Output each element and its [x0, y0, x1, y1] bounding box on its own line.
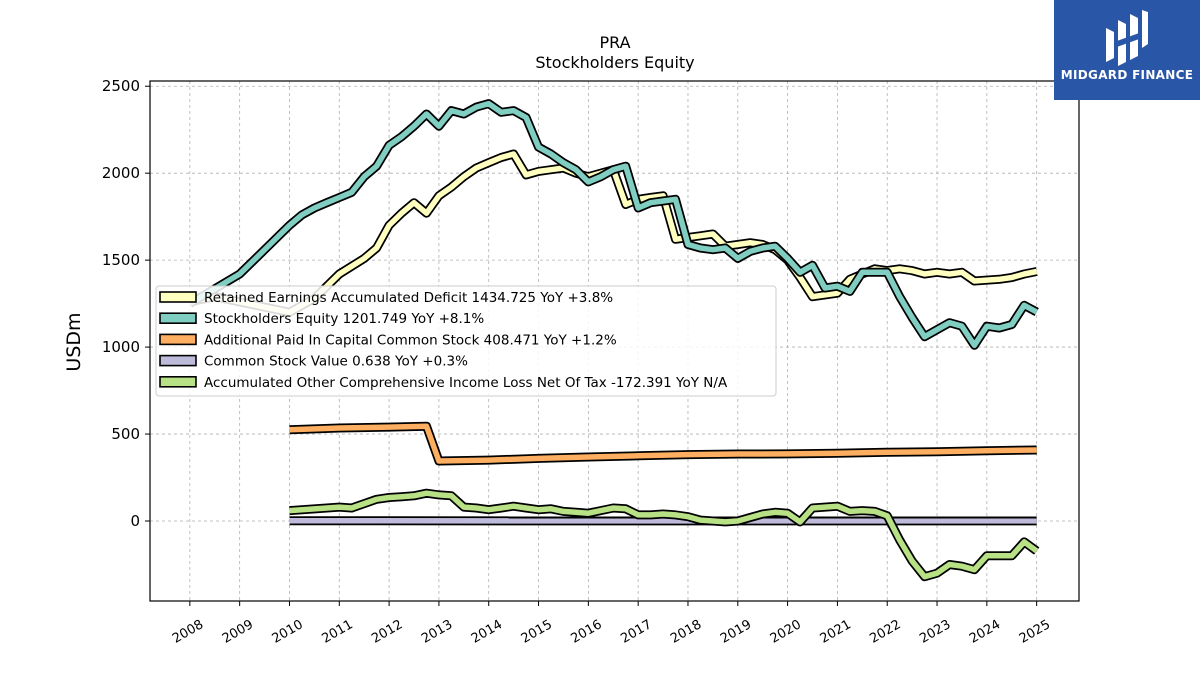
- x-tick-label: 2023: [917, 617, 953, 647]
- y-tick-label: 0: [130, 512, 140, 530]
- x-tick-label: 2010: [270, 617, 306, 647]
- brand-logo: MIDGARD FINANCE: [1054, 0, 1200, 100]
- y-axis-label: USDm: [63, 312, 85, 371]
- x-tick-label: 2016: [569, 617, 605, 647]
- x-tick-label: 2012: [369, 617, 405, 647]
- x-tick-label: 2014: [469, 617, 505, 647]
- x-tick-label: 2019: [718, 617, 754, 647]
- legend-swatch: [159, 291, 197, 303]
- series-line: [289, 490, 1039, 580]
- x-tick-label: 2024: [967, 617, 1003, 647]
- x-tick-label: 2021: [818, 617, 854, 647]
- legend-label: Retained Earnings Accumulated Deficit 14…: [204, 290, 613, 306]
- series-line: [189, 151, 1038, 316]
- x-tick-label: 2011: [319, 617, 355, 647]
- legend-label: Additional Paid In Capital Common Stock …: [204, 332, 617, 348]
- legend-swatch: [159, 333, 197, 346]
- legend-label: Common Stock Value 0.638 YoY +0.3%: [204, 354, 468, 370]
- x-tick-label: 2015: [519, 617, 555, 647]
- x-tick-label: 2008: [170, 617, 206, 647]
- legend-label: Accumulated Other Comprehensive Income L…: [204, 375, 728, 391]
- plot-frame: [149, 80, 1080, 602]
- y-tick-label: 2500: [102, 77, 140, 95]
- y-tick-label: 2000: [102, 164, 140, 182]
- x-tick-label: 2017: [618, 617, 654, 647]
- chart-subtitle: Stockholders Equity: [535, 53, 694, 72]
- y-tick-label: 1000: [102, 338, 140, 356]
- series-accumulated-other-comprehensive-income-loss-net-of-tax: [289, 488, 1040, 582]
- y-tick-label: 1500: [102, 251, 140, 269]
- brand-name: MIDGARD FINANCE: [1060, 68, 1194, 82]
- series-stockholders-equity: [187, 99, 1039, 350]
- series-line: [188, 100, 1038, 349]
- x-tick-label: 2009: [220, 617, 256, 647]
- x-tick-label: 2013: [419, 617, 455, 647]
- x-tick-label: 2025: [1017, 617, 1053, 647]
- x-tick-label: 2022: [867, 617, 903, 647]
- legend-swatch: [159, 375, 197, 388]
- chart-title: PRA: [599, 33, 630, 52]
- series-additional-paid-in-capital-common-stock: [289, 421, 1037, 466]
- legend-swatch: [159, 354, 197, 367]
- legend-swatch: [159, 312, 197, 325]
- midgard-logo-icon: [1106, 10, 1148, 66]
- series-outline: [289, 488, 1040, 582]
- series-retained-earnings-accumulated-deficit: [188, 149, 1038, 317]
- legend: Retained Earnings Accumulated Deficit 14…: [155, 285, 777, 397]
- y-tick-label: 500: [111, 425, 140, 443]
- legend-box: [155, 285, 777, 397]
- series-line: [289, 423, 1037, 464]
- x-tick-label: 2020: [768, 617, 804, 647]
- series-lines: [187, 99, 1040, 582]
- legend-label: Stockholders Equity 1201.749 YoY +8.1%: [204, 311, 484, 327]
- x-tick-label: 2018: [668, 617, 704, 647]
